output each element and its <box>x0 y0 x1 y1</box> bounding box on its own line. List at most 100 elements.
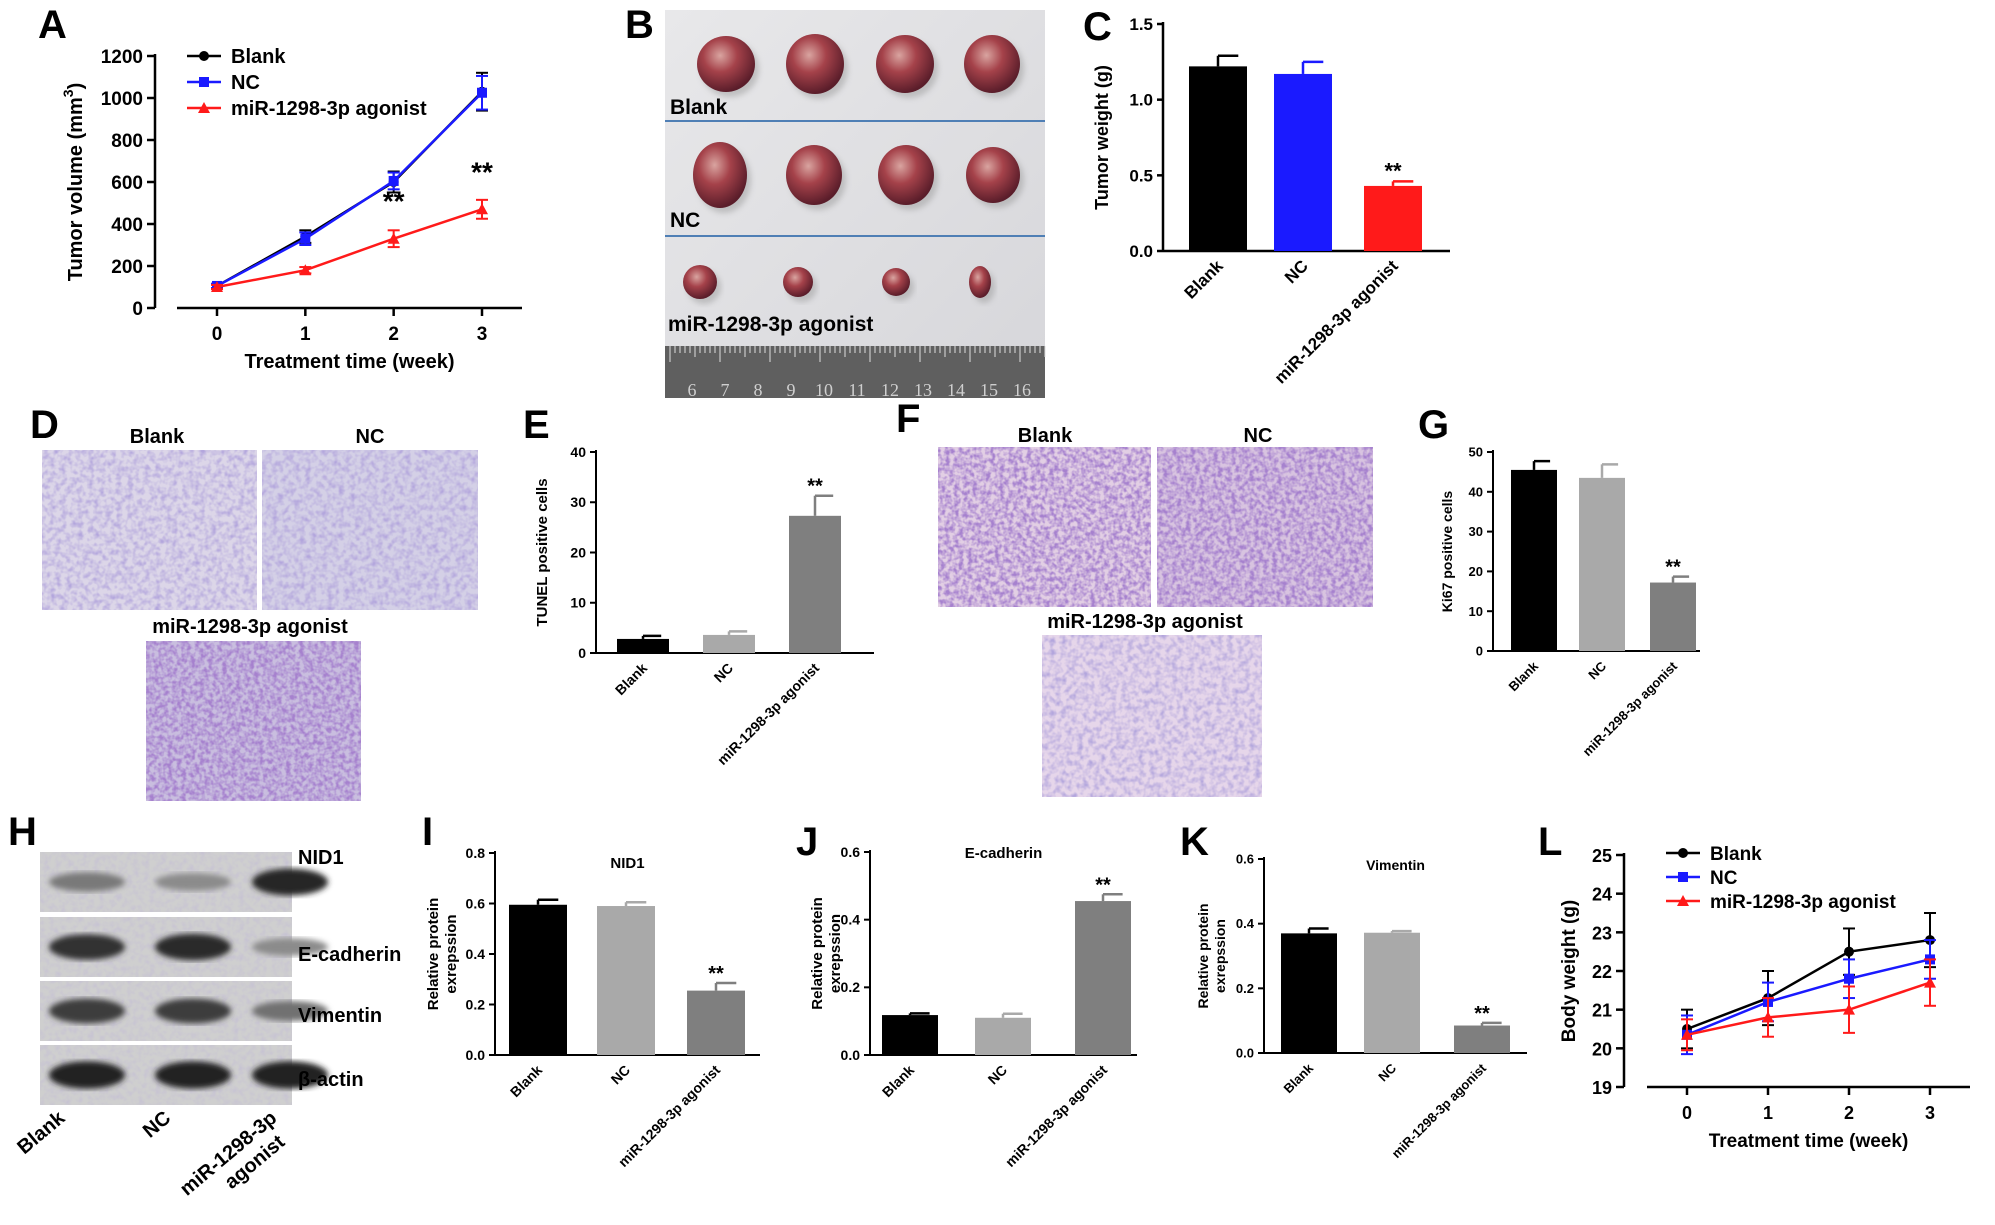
tumor-specimen <box>683 265 717 299</box>
y-axis-label-line2: exrepssion <box>827 914 844 993</box>
bar <box>1364 185 1422 251</box>
histology-d: Blank NC miR-1298-3p agonist <box>42 426 478 801</box>
y-axis-label: Tumor volume (mm3) <box>60 83 87 282</box>
y-axis-label-line2: exrepssion <box>1212 919 1228 993</box>
x-tick-label: 1 <box>1763 1103 1773 1123</box>
legend-label: Blank <box>231 46 286 68</box>
bar <box>1364 932 1420 1053</box>
y-tick-label: 24 <box>1592 885 1612 905</box>
wb-band <box>155 873 231 891</box>
series-line <box>216 208 483 289</box>
bar <box>1454 1025 1510 1053</box>
x-tick-label: 0 <box>212 324 223 345</box>
series-line <box>216 91 483 288</box>
y-tick-label: 800 <box>111 131 143 152</box>
x-axis-label: Treatment time (week) <box>1709 1131 1909 1152</box>
y-tick-label: 0.4 <box>1236 916 1255 931</box>
tumor-specimen <box>966 147 1020 203</box>
y-tick-label: 1.0 <box>1129 91 1153 110</box>
x-tick-label: Blank <box>507 1062 545 1100</box>
ruler-number: 9 <box>787 380 796 400</box>
wb-lane-label-blank: Blank <box>13 1106 70 1158</box>
ruler-number: 16 <box>1013 380 1031 400</box>
y-axis-label: Tumor weight (g) <box>1092 65 1112 210</box>
bar <box>1075 901 1131 1055</box>
y-tick-label: 10 <box>570 595 586 611</box>
bar <box>1189 66 1247 251</box>
y-tick-label: 0.0 <box>1236 1046 1254 1061</box>
y-tick-label: 0.2 <box>466 996 486 1012</box>
histology-f-texture-blank <box>938 447 1151 607</box>
histology-f-texture-nc <box>1157 447 1373 607</box>
y-tick-label: 30 <box>1469 524 1483 539</box>
chart-title: Vimentin <box>1366 857 1425 873</box>
y-tick-label: 0.4 <box>466 946 486 962</box>
panel-letter-d: D <box>30 403 59 447</box>
x-tick-label: 3 <box>477 324 488 345</box>
x-tick-label: 2 <box>1844 1103 1854 1123</box>
series-line <box>1686 981 1931 1037</box>
y-axis-label-sup: 3 <box>60 89 76 97</box>
chart-i: 0.0 0.2 0.4 0.6 0.8 NID1 Relative protein exrep… <box>425 845 760 1170</box>
tumor-row-label-agonist: miR-1298-3p agonist <box>668 313 873 336</box>
panel-letter-i: I <box>422 810 433 854</box>
y-tick-label: 10 <box>1469 604 1483 619</box>
y-tick-label: 30 <box>570 494 586 510</box>
significance-marker: ** <box>1474 1003 1490 1025</box>
data-point <box>211 281 223 292</box>
ruler-number: 15 <box>980 380 998 400</box>
tumor-specimen <box>786 145 842 205</box>
y-tick-label: 22 <box>1592 962 1612 982</box>
y-tick-label: 600 <box>111 173 143 194</box>
bar <box>882 1015 938 1055</box>
bar <box>1511 469 1557 651</box>
y-tick-label: 200 <box>111 257 143 278</box>
data-point <box>1681 1028 1693 1040</box>
tumor-row-label-blank: Blank <box>670 96 728 119</box>
tumor-specimen <box>693 142 747 208</box>
panel-letter-e: E <box>523 403 550 447</box>
y-tick-label: 0.5 <box>1129 166 1153 185</box>
x-tick-label: NC <box>710 660 736 686</box>
y-tick-label: 400 <box>111 215 143 236</box>
histology-d-label-nc: NC <box>356 426 385 448</box>
data-point <box>1678 848 1688 858</box>
wb-label-beta-actin: β-actin <box>298 1069 364 1091</box>
significance-marker: ** <box>471 156 493 187</box>
y-tick-label: 0 <box>578 645 586 661</box>
x-tick-label: miR-1298-3p agonist <box>1002 1062 1110 1170</box>
wb-band <box>252 938 328 956</box>
x-tick-label: Blank <box>1280 1060 1316 1096</box>
data-point <box>387 232 400 244</box>
bar <box>617 638 669 653</box>
data-point <box>300 233 311 244</box>
ruler-number: 13 <box>914 380 932 400</box>
chart-title: NID1 <box>610 855 644 872</box>
wb-band <box>155 933 231 961</box>
tumor-specimen <box>964 35 1020 93</box>
y-axis-label: Body weight (g) <box>1559 900 1580 1042</box>
data-point <box>476 203 488 215</box>
x-tick-label: NC <box>607 1062 633 1088</box>
y-tick-label: 0.6 <box>841 844 861 860</box>
bar <box>703 634 755 653</box>
y-axis-label: Ki67 positive cells <box>1439 491 1455 613</box>
y-tick-label: 25 <box>1592 846 1612 866</box>
wb-label-nid1: NID1 <box>298 847 344 869</box>
tumor-specimen <box>882 268 910 296</box>
panel-letter-f: F <box>896 397 920 441</box>
y-tick-label: 0 <box>132 299 143 320</box>
tumor-specimen <box>786 34 844 94</box>
tumor-specimen <box>876 35 934 93</box>
panel-letter-h: H <box>8 810 37 854</box>
x-tick-label: NC <box>984 1062 1010 1088</box>
tumor-specimen <box>697 36 755 92</box>
x-tick-label: NC <box>1375 1060 1399 1084</box>
chart-k: 0.0 0.2 0.4 0.6 Vimentin Relative protein exre… <box>1195 852 1527 1161</box>
wb-band <box>49 934 125 960</box>
ruler <box>665 346 1045 398</box>
y-axis-label-line1: Relative protein <box>425 898 442 1011</box>
